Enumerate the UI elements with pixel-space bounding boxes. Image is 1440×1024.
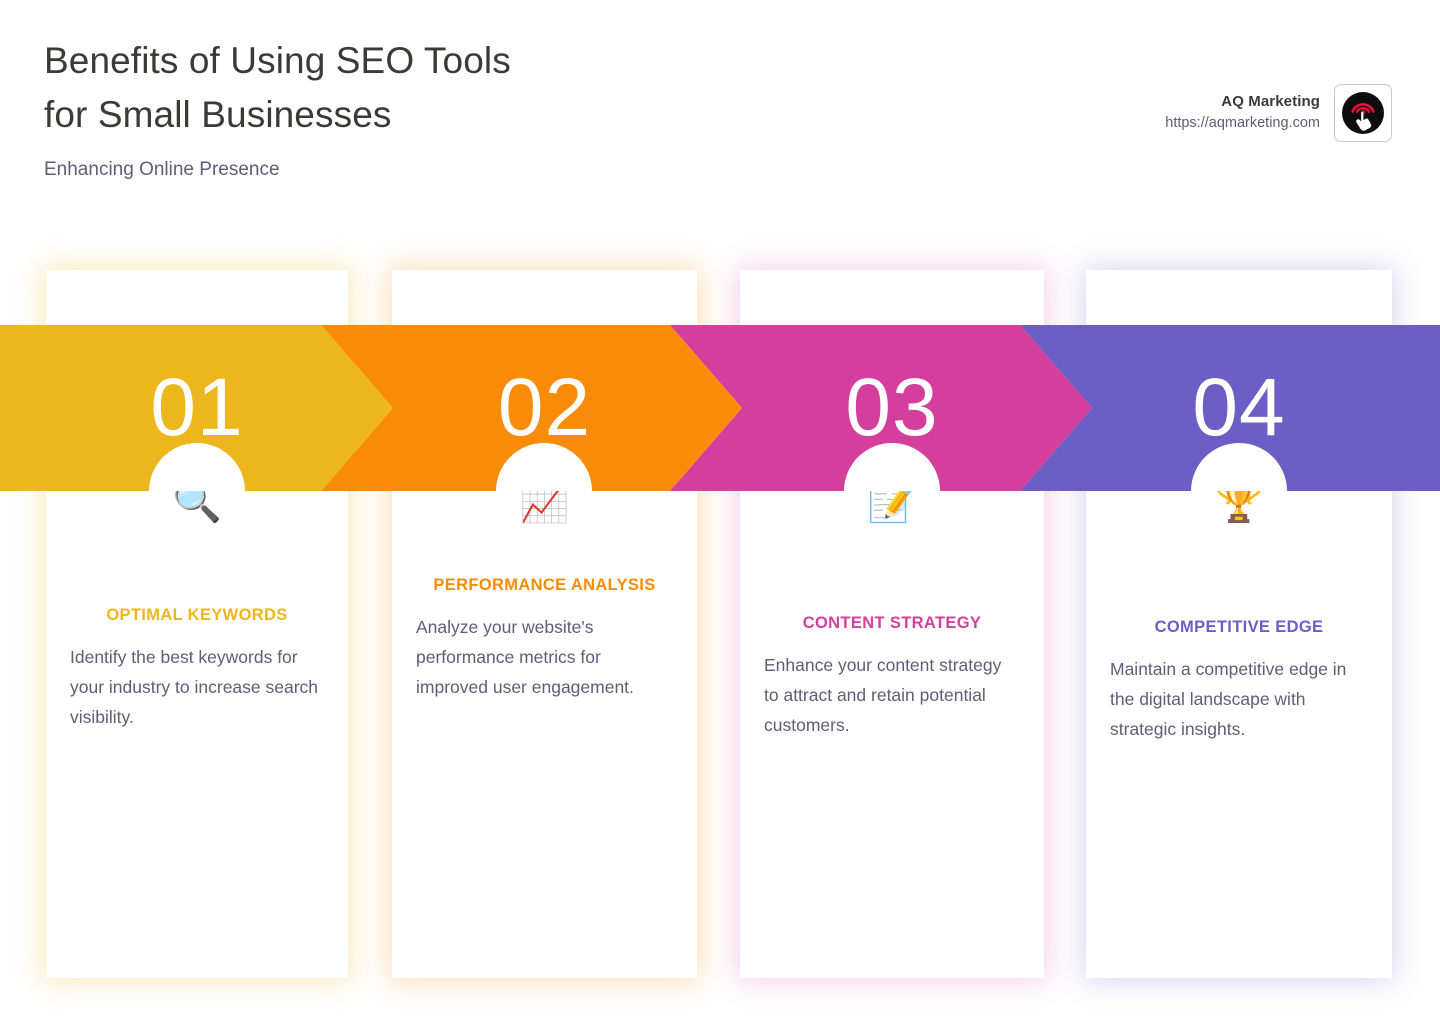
step-number-2: 02 xyxy=(497,362,592,453)
page-subtitle: Enhancing Online Presence xyxy=(44,159,280,180)
step-heading-1: OPTIMAL KEYWORDS xyxy=(106,606,288,624)
step-heading-3: CONTENT STRATEGY xyxy=(802,614,982,632)
step-heading-2: PERFORMANCE ANALYSIS xyxy=(433,576,656,594)
step-number-4: 04 xyxy=(1192,362,1286,453)
title-block: Benefits of Using SEO Tools for Small Bu… xyxy=(44,34,804,183)
chevron-segment-2 xyxy=(321,325,742,491)
chevron-segment-1 xyxy=(0,325,393,491)
chevron-segment-3 xyxy=(670,325,1092,491)
click-cursor-icon xyxy=(1342,92,1384,134)
header: Benefits of Using SEO Tools for Small Bu… xyxy=(0,0,1440,250)
step-content-3: CONTENT STRATEGY Enhance your content st… xyxy=(740,608,1044,740)
page-title: Benefits of Using SEO Tools for Small Bu… xyxy=(44,40,511,135)
step-content-4: COMPETITIVE EDGE Maintain a competitive … xyxy=(1086,612,1392,744)
step-number-1: 01 xyxy=(150,362,244,453)
step-body-1: Identify the best keywords for your indu… xyxy=(70,647,319,727)
chevron-band xyxy=(0,325,1440,491)
brand-text: AQ Marketing https://aqmarketing.com xyxy=(1165,92,1320,134)
brand-logo[interactable] xyxy=(1334,84,1392,142)
step-content-2: PERFORMANCE ANALYSIS Analyze your websit… xyxy=(392,570,697,702)
step-body-2: Analyze your website's performance metri… xyxy=(416,617,634,697)
brand-block: AQ Marketing https://aqmarketing.com xyxy=(1165,84,1392,142)
step-number-3: 03 xyxy=(845,362,939,453)
step-content-1: OPTIMAL KEYWORDS Identify the best keywo… xyxy=(46,600,348,732)
step-heading-4: COMPETITIVE EDGE xyxy=(1154,618,1324,636)
step-body-3: Enhance your content strategy to attract… xyxy=(764,655,1002,735)
chevron-segment-4 xyxy=(1020,325,1440,491)
step-body-4: Maintain a competitive edge in the digit… xyxy=(1110,659,1347,739)
brand-name: AQ Marketing xyxy=(1221,93,1320,111)
brand-url: https://aqmarketing.com xyxy=(1165,115,1320,132)
